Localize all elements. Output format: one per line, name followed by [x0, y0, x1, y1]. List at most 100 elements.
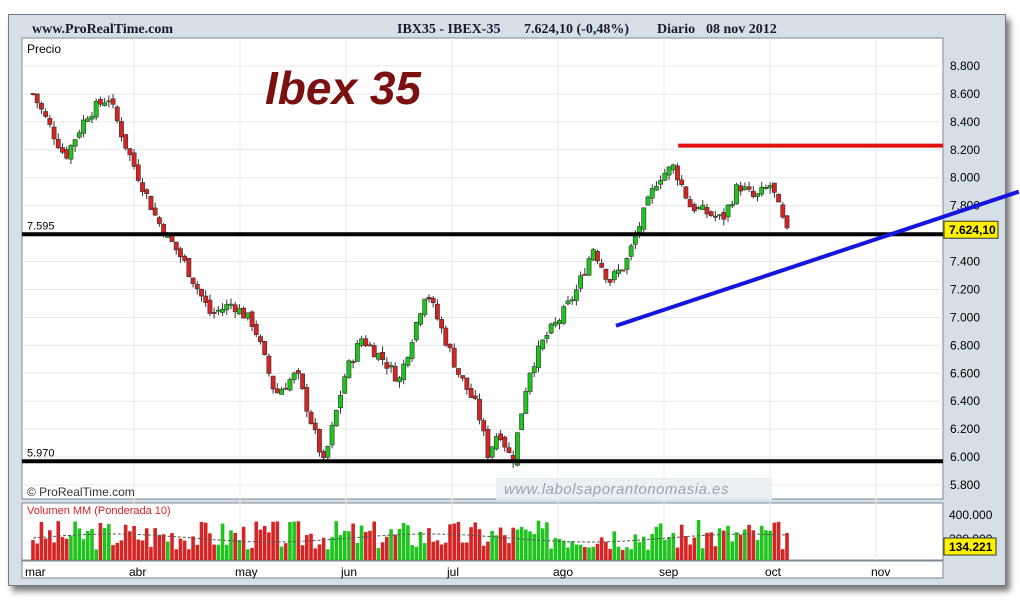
volume-bar: [688, 545, 692, 560]
candle: [692, 204, 696, 210]
month-label: jul: [446, 565, 459, 579]
volume-bar: [457, 522, 461, 560]
month-label: nov: [871, 565, 890, 579]
candle: [431, 298, 435, 303]
volume-bar: [415, 547, 419, 560]
volume-bar: [242, 527, 246, 560]
candle: [35, 94, 39, 103]
volume-bar: [646, 550, 650, 560]
month-label: abr: [129, 565, 146, 579]
candle: [616, 270, 620, 274]
candle: [187, 258, 191, 276]
volume-bar: [440, 545, 444, 560]
volume-bar: [777, 522, 781, 560]
volume-bar: [208, 533, 212, 560]
candle: [119, 121, 123, 137]
volume-bar: [318, 544, 322, 560]
candle: [688, 199, 692, 206]
volume-bar: [141, 540, 145, 560]
volume-bar: [381, 542, 385, 560]
candle: [600, 263, 604, 267]
volume-bar: [718, 528, 722, 560]
candle: [528, 373, 532, 392]
volume-bar: [549, 549, 553, 560]
volume-bar: [579, 545, 583, 560]
candle: [77, 133, 81, 138]
candle: [372, 346, 376, 357]
candle: [570, 300, 574, 301]
volume-bar: [389, 529, 393, 560]
volume-bar: [625, 547, 629, 560]
volume-bar: [94, 549, 98, 560]
candle: [65, 150, 69, 159]
volume-bar: [162, 534, 166, 560]
volume-bar: [659, 523, 663, 560]
volume-bar: [676, 548, 680, 560]
volume-bar: [735, 532, 739, 560]
candle: [541, 340, 545, 349]
volume-bar: [617, 547, 621, 560]
candle: [553, 322, 557, 325]
volume-bar: [566, 548, 570, 560]
candle: [730, 204, 734, 206]
candle: [313, 423, 317, 430]
candle: [246, 313, 250, 318]
y-tick-label: 5.800: [950, 478, 980, 492]
candle: [734, 185, 738, 204]
volume-bar: [61, 537, 65, 560]
candle: [229, 304, 233, 305]
copyright-watermark: © ProRealTime.com: [27, 485, 135, 499]
candle: [524, 391, 528, 413]
candle: [300, 374, 304, 389]
candle: [743, 187, 747, 190]
candle: [785, 216, 789, 228]
candle: [574, 290, 578, 301]
candle: [482, 421, 486, 431]
volume-bar: [693, 538, 697, 560]
candle: [195, 284, 199, 288]
candle: [368, 345, 372, 346]
chart-title: Ibex 35: [265, 62, 422, 114]
candle: [86, 119, 90, 122]
candle: [94, 101, 98, 117]
candle: [718, 215, 722, 216]
price-panel-label: Precio: [27, 42, 61, 56]
volume-bar: [393, 535, 397, 560]
candle: [578, 276, 582, 288]
volume-bar: [229, 530, 233, 560]
candle: [629, 246, 633, 257]
y-tick-label: 8.600: [950, 87, 980, 101]
volume-bar: [747, 525, 751, 560]
volume-bar: [183, 541, 187, 560]
candle: [456, 368, 460, 374]
candle: [503, 437, 507, 447]
candle: [73, 140, 77, 147]
volume-bar: [701, 548, 705, 560]
volume-last-label: 134.221: [949, 540, 993, 554]
volume-bar: [31, 540, 35, 560]
candle: [250, 312, 254, 327]
volume-bar: [78, 528, 82, 560]
last-price-label: 7.624,10: [949, 223, 996, 237]
volume-bar: [570, 541, 574, 560]
candle: [220, 309, 224, 312]
candle: [751, 191, 755, 197]
candle: [153, 208, 157, 215]
candle: [494, 437, 498, 450]
candle: [667, 167, 671, 175]
volume-bar: [752, 530, 756, 560]
candle: [595, 251, 599, 261]
month-label: ago: [553, 565, 573, 579]
volume-bar: [69, 536, 73, 560]
volume-bar: [495, 535, 499, 560]
candle: [305, 387, 309, 411]
candle: [608, 279, 612, 282]
candle: [284, 388, 288, 389]
candle: [414, 322, 418, 340]
volume-bar: [385, 537, 389, 560]
candle: [81, 120, 85, 133]
candle: [435, 304, 439, 319]
volume-bar: [600, 537, 604, 560]
volume-bar: [217, 545, 221, 560]
